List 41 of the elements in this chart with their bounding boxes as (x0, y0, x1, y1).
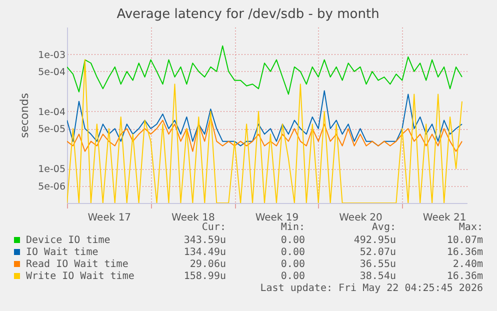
text: 134.49u (184, 247, 226, 258)
x-tick-label: Week 20 (339, 212, 382, 224)
y-tick-label: 1e-05 (38, 164, 66, 176)
text: 0.00 (280, 247, 305, 258)
y-tick-label: 1e-03 (38, 50, 66, 61)
text: 29.06u (190, 259, 226, 270)
line-series (67, 90, 463, 146)
legend-label: Write IO Wait time (26, 271, 134, 282)
x-tick-label: Week 19 (255, 212, 299, 224)
text: 492.95u (354, 235, 396, 246)
text: Cur: (202, 222, 226, 233)
legend-label: IO Wait time (26, 247, 98, 258)
text: 343.59u (184, 235, 226, 246)
legend-label: Read IO Wait time (26, 259, 128, 270)
text: 158.99u (184, 271, 226, 282)
y-tick-label: 5e-05 (38, 124, 66, 136)
line-series (67, 45, 463, 95)
text: Avg: (372, 222, 396, 233)
text: 10.07m (446, 235, 483, 246)
text: 0.00 (280, 271, 305, 282)
text: Last update: Fri May 22 04:25:45 2026 (260, 283, 483, 294)
text: 16.36m (446, 271, 483, 282)
y-axis-title: seconds (18, 92, 32, 138)
legend-label: Device IO time (26, 235, 110, 246)
text: Max: (458, 222, 483, 233)
text: 0.00 (280, 235, 305, 246)
chart-title: Average latency for /dev/sdb - by month (116, 7, 380, 22)
x-tick-label: Week 17 (88, 212, 132, 224)
text: 52.07u (360, 247, 396, 258)
y-tick-label: 1e-04 (38, 106, 66, 118)
x-tick-label: Week 18 (172, 212, 215, 224)
text: 36.55u (360, 259, 396, 270)
text: Min: (280, 222, 305, 233)
text: 2.40m (452, 259, 483, 270)
text: 38.54u (360, 271, 396, 282)
line-series (67, 59, 463, 203)
text: 0.00 (280, 259, 305, 270)
y-tick-label: 5e-04 (38, 66, 66, 78)
x-tick-label: Week 21 (422, 212, 466, 224)
y-tick-label: 5e-06 (38, 181, 66, 192)
text: 16.36m (446, 247, 483, 258)
